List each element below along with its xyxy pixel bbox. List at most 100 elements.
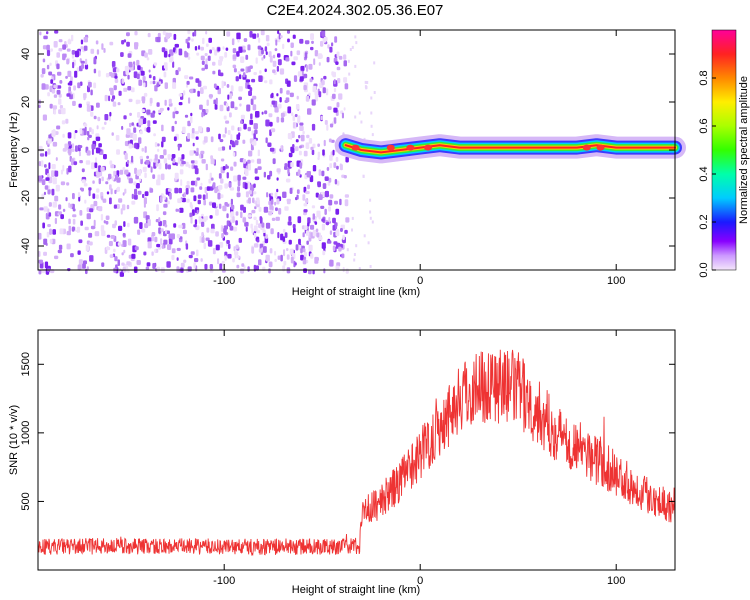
noise-speckle bbox=[88, 187, 92, 191]
noise-speckle bbox=[49, 103, 53, 109]
noise-speckle bbox=[103, 220, 106, 224]
noise-speckle bbox=[89, 255, 94, 262]
noise-speckle bbox=[156, 243, 161, 248]
noise-speckle bbox=[201, 232, 204, 238]
noise-speckle bbox=[277, 30, 280, 35]
noise-speckle bbox=[226, 102, 229, 108]
noise-speckle bbox=[324, 190, 329, 198]
noise-speckle bbox=[297, 116, 301, 124]
noise-speckle bbox=[88, 127, 92, 132]
noise-speckle bbox=[140, 70, 145, 76]
noise-speckle bbox=[105, 215, 110, 220]
noise-speckle bbox=[109, 197, 112, 205]
noise-speckle bbox=[227, 130, 231, 135]
noise-speckle bbox=[307, 217, 311, 224]
noise-speckle bbox=[370, 124, 373, 128]
noise-speckle bbox=[137, 229, 141, 235]
noise-speckle bbox=[220, 178, 224, 184]
noise-speckle bbox=[43, 35, 48, 40]
noise-speckle bbox=[143, 201, 146, 208]
noise-speckle bbox=[272, 158, 276, 165]
noise-speckle bbox=[137, 65, 141, 71]
noise-speckle bbox=[142, 98, 146, 104]
snr-ticks: -100 0 100 500 1000 1500 bbox=[20, 330, 675, 587]
noise-speckle bbox=[117, 102, 121, 106]
noise-speckle bbox=[147, 32, 151, 38]
noise-speckle bbox=[343, 77, 348, 83]
noise-speckle bbox=[307, 108, 312, 115]
noise-speckle bbox=[143, 92, 148, 97]
noise-speckle bbox=[241, 49, 246, 53]
noise-speckle bbox=[72, 218, 76, 225]
noise-speckle bbox=[129, 122, 132, 128]
noise-speckle bbox=[329, 163, 333, 169]
noise-speckle bbox=[66, 168, 69, 175]
noise-speckle bbox=[282, 228, 286, 233]
noise-speckle bbox=[220, 194, 224, 199]
noise-speckle bbox=[196, 209, 199, 215]
noise-speckle bbox=[239, 103, 242, 107]
noise-speckle bbox=[210, 136, 214, 143]
noise-speckle bbox=[294, 114, 298, 118]
noise-speckle bbox=[114, 174, 118, 181]
noise-speckle bbox=[259, 70, 262, 74]
noise-speckle bbox=[322, 183, 327, 189]
noise-speckle bbox=[278, 208, 282, 215]
noise-speckle bbox=[299, 162, 303, 169]
noise-speckle bbox=[318, 194, 323, 200]
noise-speckle bbox=[163, 62, 168, 69]
noise-speckle bbox=[240, 120, 243, 124]
noise-speckle bbox=[169, 192, 172, 200]
noise-speckle bbox=[48, 71, 53, 76]
noise-speckle bbox=[122, 240, 127, 247]
noise-speckle bbox=[219, 56, 224, 60]
noise-speckle bbox=[134, 188, 138, 196]
noise-speckle bbox=[256, 199, 260, 205]
noise-speckle bbox=[121, 78, 125, 84]
y-tick-label: 0 bbox=[20, 147, 32, 153]
noise-speckle bbox=[144, 172, 147, 179]
noise-speckle bbox=[263, 206, 269, 213]
noise-speckle bbox=[153, 62, 158, 66]
noise-speckle bbox=[369, 210, 372, 214]
noise-speckle bbox=[126, 128, 131, 136]
noise-speckle bbox=[329, 46, 333, 53]
noise-speckle bbox=[85, 244, 90, 252]
noise-speckle bbox=[96, 125, 99, 130]
signal-track-band bbox=[344, 144, 676, 154]
noise-speckle bbox=[371, 133, 374, 137]
noise-speckle bbox=[209, 49, 212, 54]
noise-speckle bbox=[327, 44, 330, 49]
noise-speckle bbox=[336, 262, 341, 267]
noise-speckle bbox=[252, 95, 257, 100]
noise-speckle bbox=[318, 236, 323, 241]
noise-speckle bbox=[212, 202, 216, 208]
noise-speckle bbox=[174, 172, 179, 180]
noise-speckle bbox=[267, 175, 271, 180]
noise-speckle bbox=[178, 208, 181, 212]
noise-speckle bbox=[134, 246, 139, 251]
noise-speckle bbox=[104, 94, 108, 102]
noise-speckle bbox=[189, 76, 194, 80]
noise-speckle bbox=[136, 169, 141, 176]
noise-speckle bbox=[88, 232, 93, 238]
noise-speckle bbox=[298, 134, 301, 139]
noise-speckle bbox=[337, 78, 341, 84]
noise-speckle bbox=[183, 192, 186, 198]
noise-speckle bbox=[61, 107, 66, 115]
noise-speckle bbox=[258, 248, 263, 253]
noise-speckle bbox=[109, 115, 111, 122]
noise-speckle bbox=[291, 112, 294, 117]
colorbar-ticks: 0.0 0.2 0.4 0.6 0.8 bbox=[698, 70, 716, 278]
noise-speckle bbox=[314, 95, 319, 102]
noise-speckle bbox=[199, 154, 202, 159]
noise-speckle bbox=[176, 234, 181, 239]
noise-speckle bbox=[168, 237, 173, 245]
noise-speckle bbox=[280, 145, 283, 151]
noise-speckle bbox=[58, 244, 63, 250]
noise-speckle bbox=[247, 163, 251, 171]
noise-speckle bbox=[98, 70, 101, 77]
noise-speckle bbox=[148, 69, 151, 73]
noise-speckle bbox=[105, 220, 109, 225]
noise-speckle bbox=[358, 111, 361, 115]
